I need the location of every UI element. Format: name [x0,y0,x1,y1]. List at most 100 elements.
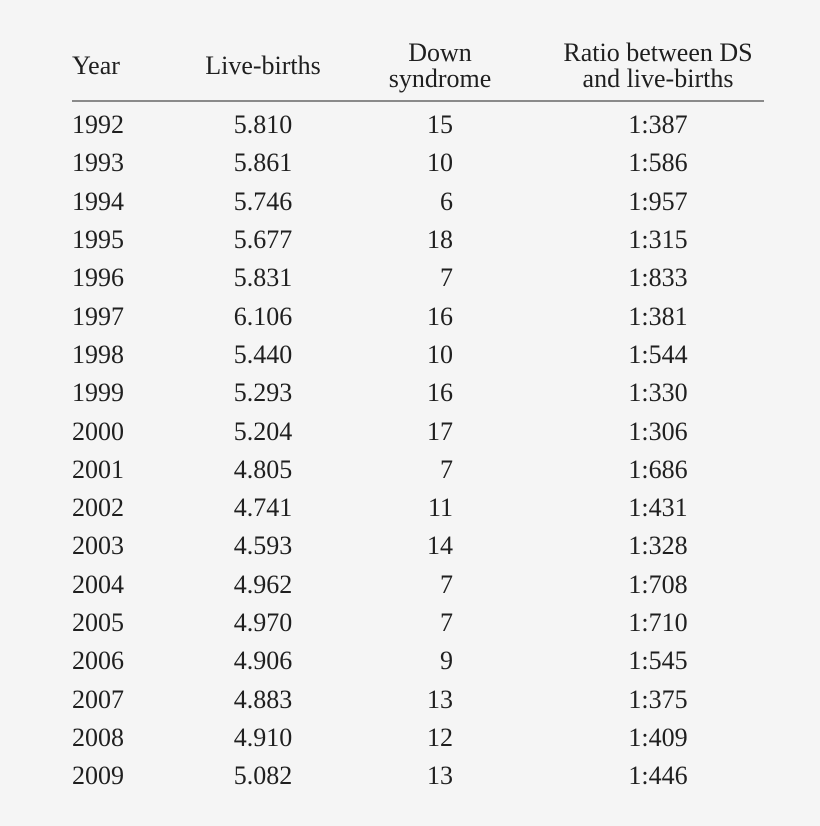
down-syndrome-cell: 17 [427,416,453,446]
table-row: 1999 5.293 16 1:330 [72,374,764,412]
ratio-cell: 1:586 [628,148,688,178]
live-births-cell: 4.883 [233,684,293,714]
live-births-cell: 6.106 [233,301,293,331]
down-syndrome-cell: 7 [440,569,453,599]
down-syndrome-cell: 15 [427,110,453,140]
live-births-cell: 4.593 [233,531,293,561]
year-cell: 1993 [72,148,124,178]
year-cell: 1999 [72,378,124,408]
down-syndrome-cell: 6 [440,186,453,216]
table-row: 2004 4.962 7 1:708 [72,566,764,604]
header-row: Year Live-births Down syndrome Ratio bet… [72,32,764,102]
table-row: 1993 5.861 10 1:586 [72,144,764,182]
ratio-cell: 1:381 [628,301,688,331]
ratio-cell: 1:315 [628,225,688,255]
ratio-cell: 1:446 [628,761,688,791]
table-row: 2003 4.593 14 1:328 [72,527,764,565]
ratio-cell: 1:409 [628,722,688,752]
live-births-cell: 5.082 [233,761,293,791]
down-syndrome-cell: 18 [427,225,453,255]
header-line: Ratio between DS [563,38,753,67]
down-syndrome-cell: 16 [427,301,453,331]
year-cell: 2008 [72,722,124,752]
down-syndrome-cell: 13 [427,684,453,714]
live-births-cell: 5.746 [233,186,293,216]
ratio-cell: 1:306 [628,416,688,446]
table-row: 2007 4.883 13 1:375 [72,680,764,718]
table-row: 1996 5.831 7 1:833 [72,259,764,297]
header-line: Live-births [205,51,321,80]
live-births-cell: 4.741 [233,493,293,523]
ratio-cell: 1:328 [628,531,688,561]
header-line: Down [408,38,472,67]
year-cell: 1998 [72,339,124,369]
down-syndrome-cell: 12 [427,722,453,752]
down-syndrome-cell: 11 [427,493,453,523]
column-header-year: Year [72,32,182,102]
down-syndrome-cell: 7 [440,263,453,293]
ratio-cell: 1:957 [628,186,688,216]
down-syndrome-cell: 10 [427,339,453,369]
year-cell: 2003 [72,531,124,561]
column-header-ratio: Ratio between DS and live-births [536,32,764,102]
live-births-cell: 5.440 [233,339,293,369]
year-cell: 2002 [72,493,124,523]
year-cell: 1995 [72,225,124,255]
year-cell: 2009 [72,761,124,791]
ratio-cell: 1:708 [628,569,688,599]
table-row: 2008 4.910 12 1:409 [72,719,764,757]
column-header-live-births: Live-births [182,32,344,102]
live-births-cell: 5.204 [233,416,293,446]
year-cell: 2007 [72,684,124,714]
year-cell: 1997 [72,301,124,331]
live-births-cell: 4.906 [233,646,293,676]
year-cell: 2006 [72,646,124,676]
table-row: 1998 5.440 10 1:544 [72,336,764,374]
ratio-cell: 1:387 [628,110,688,140]
table-header: Year Live-births Down syndrome Ratio bet… [72,32,764,102]
table-row: 2002 4.741 11 1:431 [72,489,764,527]
live-births-cell: 5.831 [233,263,293,293]
down-syndrome-cell: 13 [427,761,453,791]
ratio-cell: 1:431 [628,493,688,523]
year-cell: 2001 [72,454,124,484]
down-syndrome-cell: 7 [440,608,453,637]
table-row: 2006 4.906 9 1:545 [72,642,764,680]
table-row: 2000 5.204 17 1:306 [72,412,764,450]
down-syndrome-cell: 10 [427,148,453,178]
live-births-cell: 5.861 [233,148,293,178]
live-births-cell: 4.962 [233,569,293,599]
ratio-cell: 1:544 [628,339,688,369]
column-header-down-syndrome: Down syndrome [344,32,536,102]
down-syndrome-cell: 7 [440,454,453,484]
live-births-cell: 5.677 [233,225,293,255]
table-row: 1995 5.677 18 1:315 [72,221,764,259]
ratio-cell: 1:375 [628,684,688,714]
year-cell: 2004 [72,569,124,599]
year-cell: 1994 [72,186,124,216]
ratio-cell: 1:545 [628,646,688,676]
header-line: Year [72,51,120,80]
table-row: 2001 4.805 7 1:686 [72,451,764,489]
table-row: 1994 5.746 6 1:957 [72,183,764,221]
ratio-cell: 1:686 [628,454,688,484]
table-row: 1997 6.106 16 1:381 [72,297,764,335]
down-syndrome-cell: 9 [440,646,453,676]
table-body: 1992 5.810 15 1:387 1993 5.861 10 1:586 … [72,101,764,795]
live-births-cell: 4.805 [233,454,293,484]
table-row: 2009 5.082 13 1:446 [72,757,764,795]
year-cell: 1996 [72,263,124,293]
header-line: and live-births [582,64,734,93]
ds-livebirths-table: Year Live-births Down syndrome Ratio bet… [72,32,764,795]
year-cell: 2000 [72,416,124,446]
live-births-cell: 5.810 [233,110,293,140]
year-cell: 1992 [72,110,124,140]
year-cell: 2005 [72,608,124,637]
table-row: 1992 5.810 15 1:387 [72,101,764,144]
down-syndrome-cell: 16 [427,378,453,408]
down-syndrome-cell: 14 [427,531,453,561]
ratio-cell: 1:833 [628,263,688,293]
header-line: syndrome [388,64,492,93]
table-row: 2005 4.970 7 1:710 [72,604,764,642]
ds-livebirths-table-container: Year Live-births Down syndrome Ratio bet… [72,32,764,795]
